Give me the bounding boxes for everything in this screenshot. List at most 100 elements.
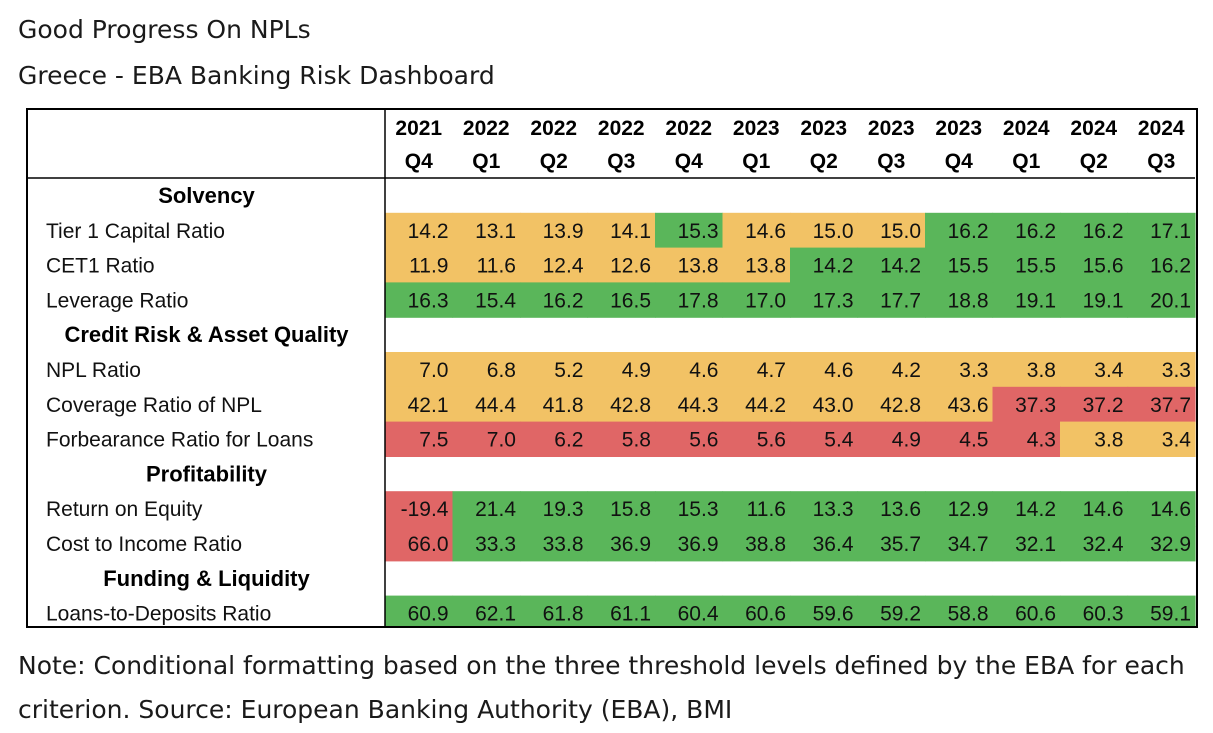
value-cell: 17.7 [880,289,921,312]
value-cell-bg [722,386,791,423]
value-cell: 34.7 [948,533,989,556]
value-cell: 35.7 [880,533,921,556]
value-cell: 14.2 [1015,498,1056,521]
column-year-label: 2023 [935,117,982,140]
value-cell: 15.5 [1015,255,1056,278]
value-cell: 14.2 [408,220,449,243]
value-cell: 13.1 [475,220,516,243]
value-cell: 33.3 [475,533,516,556]
value-cell: 4.9 [892,429,921,452]
column-year-label: 2022 [463,117,510,140]
column-quarter-label: Q2 [1080,150,1108,173]
column-year-label: 2024 [1003,117,1050,140]
value-cell: 4.9 [622,359,651,382]
column-year-label: 2024 [1138,117,1185,140]
value-cell: 3.8 [1027,359,1056,382]
value-cell: 13.3 [813,498,854,521]
value-cell-bg [587,421,656,457]
column-year-label: 2022 [530,117,577,140]
value-cell: 58.8 [948,603,989,626]
value-cell-bg [857,212,926,249]
column-year-label: 2023 [800,117,847,140]
value-cell-bg [587,595,656,631]
column-year-label: 2022 [598,117,645,140]
value-cell: 16.2 [1150,255,1191,278]
value-cell-bg [925,491,994,527]
value-cell: 4.7 [757,359,786,382]
value-cell-bg [790,595,859,631]
chart-subtitle: Greece - EBA Banking Risk Dashboard [18,61,495,90]
value-cell-bg [452,247,521,283]
value-cell: 4.6 [689,359,718,382]
value-cell: 5.6 [689,429,718,452]
value-cell: 66.0 [408,533,449,556]
value-cell: 15.5 [948,255,989,278]
value-cell: 38.8 [745,533,786,556]
metric-label: Forbearance Ratio for Loans [46,429,313,452]
value-cell-bg [857,595,926,631]
value-cell-bg [790,386,859,423]
value-cell: 16.2 [1083,220,1124,243]
value-cell-bg [857,386,926,423]
value-cell: 16.3 [408,289,449,312]
column-quarter-label: Q3 [1147,150,1175,173]
column-quarter-label: Q4 [945,150,973,173]
value-cell-bg [992,421,1061,457]
value-cell: 19.3 [543,498,584,521]
value-cell-bg [992,212,1061,249]
value-cell-bg [1127,282,1196,318]
value-cell-bg [992,491,1061,527]
value-cell-bg [925,386,994,423]
value-cell: 60.6 [1015,603,1056,626]
column-year-label: 2024 [1070,117,1117,140]
value-cell-bg [1060,282,1129,318]
value-cell: 19.1 [1083,289,1124,312]
value-cell: 15.0 [813,220,854,243]
value-cell-bg [1127,247,1196,283]
value-cell-bg [452,212,521,249]
value-cell: 62.1 [475,603,516,626]
value-cell: 43.6 [948,394,989,417]
value-cell-bg [587,352,656,388]
value-cell: 60.9 [408,603,449,626]
value-cell-bg [857,282,926,318]
value-cell: 3.3 [1162,359,1191,382]
column-quarter-label: Q4 [675,150,703,173]
value-cell-bg [925,526,994,562]
column-year-label: 2022 [665,117,712,140]
value-cell: 19.1 [1015,289,1056,312]
value-cell: 14.1 [610,220,651,243]
value-cell: 15.6 [1083,255,1124,278]
value-cell-bg [655,247,724,283]
value-cell-bg [385,352,454,388]
section-header: Profitability [146,461,268,486]
value-cell-bg [452,526,521,562]
value-cell-bg [1060,595,1129,631]
value-cell-bg [925,247,994,283]
value-cell-bg [1060,247,1129,283]
value-cell-bg [587,247,656,283]
value-cell-bg [520,595,589,631]
value-cell: 17.0 [745,289,786,312]
value-cell: 5.4 [824,429,854,452]
column-quarter-label: Q1 [742,150,770,173]
value-cell: 3.8 [1094,429,1123,452]
column-year-label: 2023 [868,117,915,140]
value-cell-bg [992,386,1061,423]
value-cell-bg [1060,386,1129,423]
value-cell-bg [1127,595,1196,631]
value-cell: 4.5 [959,429,988,452]
value-cell-bg [385,386,454,423]
value-cell-bg [1060,491,1129,527]
value-cell-bg [857,526,926,562]
value-cell-bg [655,212,724,249]
section-header: Funding & Liquidity [103,566,310,591]
value-cell: 16.2 [1015,220,1056,243]
value-cell: 14.6 [745,220,786,243]
value-cell-bg [520,352,589,388]
value-cell: 60.3 [1083,603,1124,626]
value-cell: 21.4 [475,498,516,521]
value-cell: 11.6 [477,255,516,278]
value-cell: 14.6 [1083,498,1124,521]
value-cell: 41.8 [543,394,584,417]
